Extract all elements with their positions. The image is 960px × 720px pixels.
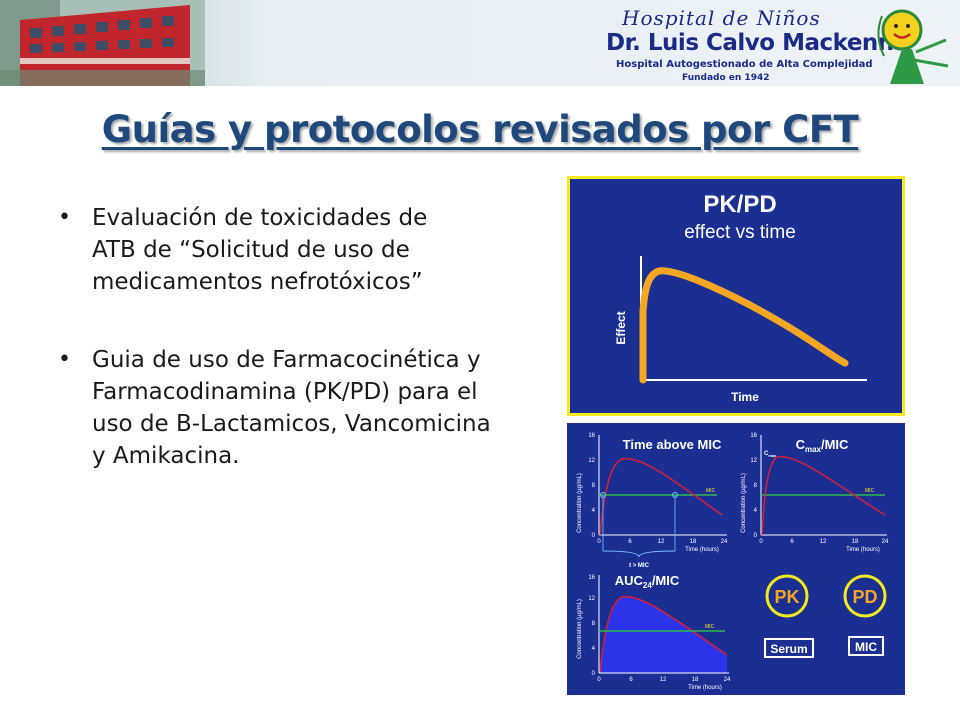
panel2-y-tick: 16 <box>750 433 757 439</box>
hospital-logo: Hospital de Niños Dr. Luis Calvo Mackenn… <box>600 6 960 84</box>
cmax-label: Cmax <box>764 451 777 458</box>
mic-box-label: MIC <box>855 640 877 654</box>
panel1-mic-label: MIC <box>706 488 716 494</box>
panel3-mic-label: MIC <box>705 624 715 630</box>
figure-subtitle: effect vs time <box>684 222 796 243</box>
panel2-x-tick: 24 <box>882 539 889 545</box>
y-axis-label: Effect <box>614 311 628 344</box>
t-above-mic-label: t > MIC <box>629 563 650 569</box>
bullet-text: Guia de uso de Farmacocinética y Farmaco… <box>92 347 491 469</box>
panel3-x-tick: 12 <box>660 677 667 683</box>
figure-title: PK/PD <box>703 191 776 218</box>
header-banner: Hospital de Niños Dr. Luis Calvo Mackenn… <box>0 0 960 86</box>
panel1-x-tick: 18 <box>690 539 697 545</box>
bullet-list: • Evaluación de toxicidades de ATB de “S… <box>58 202 498 472</box>
panel3-y-tick: 16 <box>588 575 595 581</box>
bullet-item: • Evaluación de toxicidades de ATB de “S… <box>58 202 452 298</box>
panel3-x-tick: 24 <box>724 677 731 683</box>
panel1-y-tick: 16 <box>588 433 595 439</box>
panel2-x-tick: 18 <box>852 539 859 545</box>
panel2-title: Cmax/MIC <box>796 437 849 454</box>
logo-subtitle: Hospital Autogestionado de Alta Compleji… <box>616 59 873 70</box>
panel2-y-label: Concentration (µg/mL) <box>741 473 747 533</box>
x-axis-label: Time <box>731 390 759 404</box>
panel3-y-label: Concentration (µg/mL) <box>577 599 583 659</box>
panel1-x-tick: 24 <box>721 539 728 545</box>
bullet-item: • Guia de uso de Farmacocinética y Farma… <box>58 344 498 472</box>
bullet-dot-icon: • <box>58 202 71 234</box>
panel3-y-tick: 12 <box>588 596 595 602</box>
logo-founded: Fundado en 1942 <box>682 73 769 83</box>
pkpd-effect-vs-time-figure: PK/PD effect vs time Effect Time <box>567 176 905 416</box>
panel3-x-label: Time (hours) <box>688 685 722 691</box>
panel2-y-tick: 12 <box>750 458 757 464</box>
bullet-dot-icon: • <box>58 344 71 376</box>
panel1-y-label: Concentration (µg/mL) <box>577 473 583 533</box>
hospital-building-photo <box>0 0 205 86</box>
panel1-title: Time above MIC <box>623 437 722 452</box>
panel2-x-label: Time (hours) <box>846 547 880 553</box>
panel3-x-tick: 18 <box>692 677 699 683</box>
logo-hospital-name: Dr. Luis Calvo Mackenna <box>606 30 909 56</box>
logo-script-text: Hospital de Niños <box>622 6 821 30</box>
panel1-y-tick: 12 <box>588 458 595 464</box>
panel2-x-tick: 12 <box>820 539 827 545</box>
slide-title: Guías y protocolos revisados por CFT <box>0 108 960 151</box>
pk-label: PK <box>774 587 799 607</box>
panel2-mic-label: MIC <box>865 488 875 494</box>
panel1-x-label: Time (hours) <box>685 547 719 553</box>
child-mascot-icon <box>872 6 958 86</box>
bullet-text: Evaluación de toxicidades de ATB de “Sol… <box>92 205 427 295</box>
serum-label: Serum <box>770 642 807 656</box>
pd-label: PD <box>852 587 877 607</box>
panel1-x-tick: 12 <box>658 539 665 545</box>
pkpd-indices-figure: Time above MIC Concentration (µg/mL) 0 4… <box>567 423 905 695</box>
